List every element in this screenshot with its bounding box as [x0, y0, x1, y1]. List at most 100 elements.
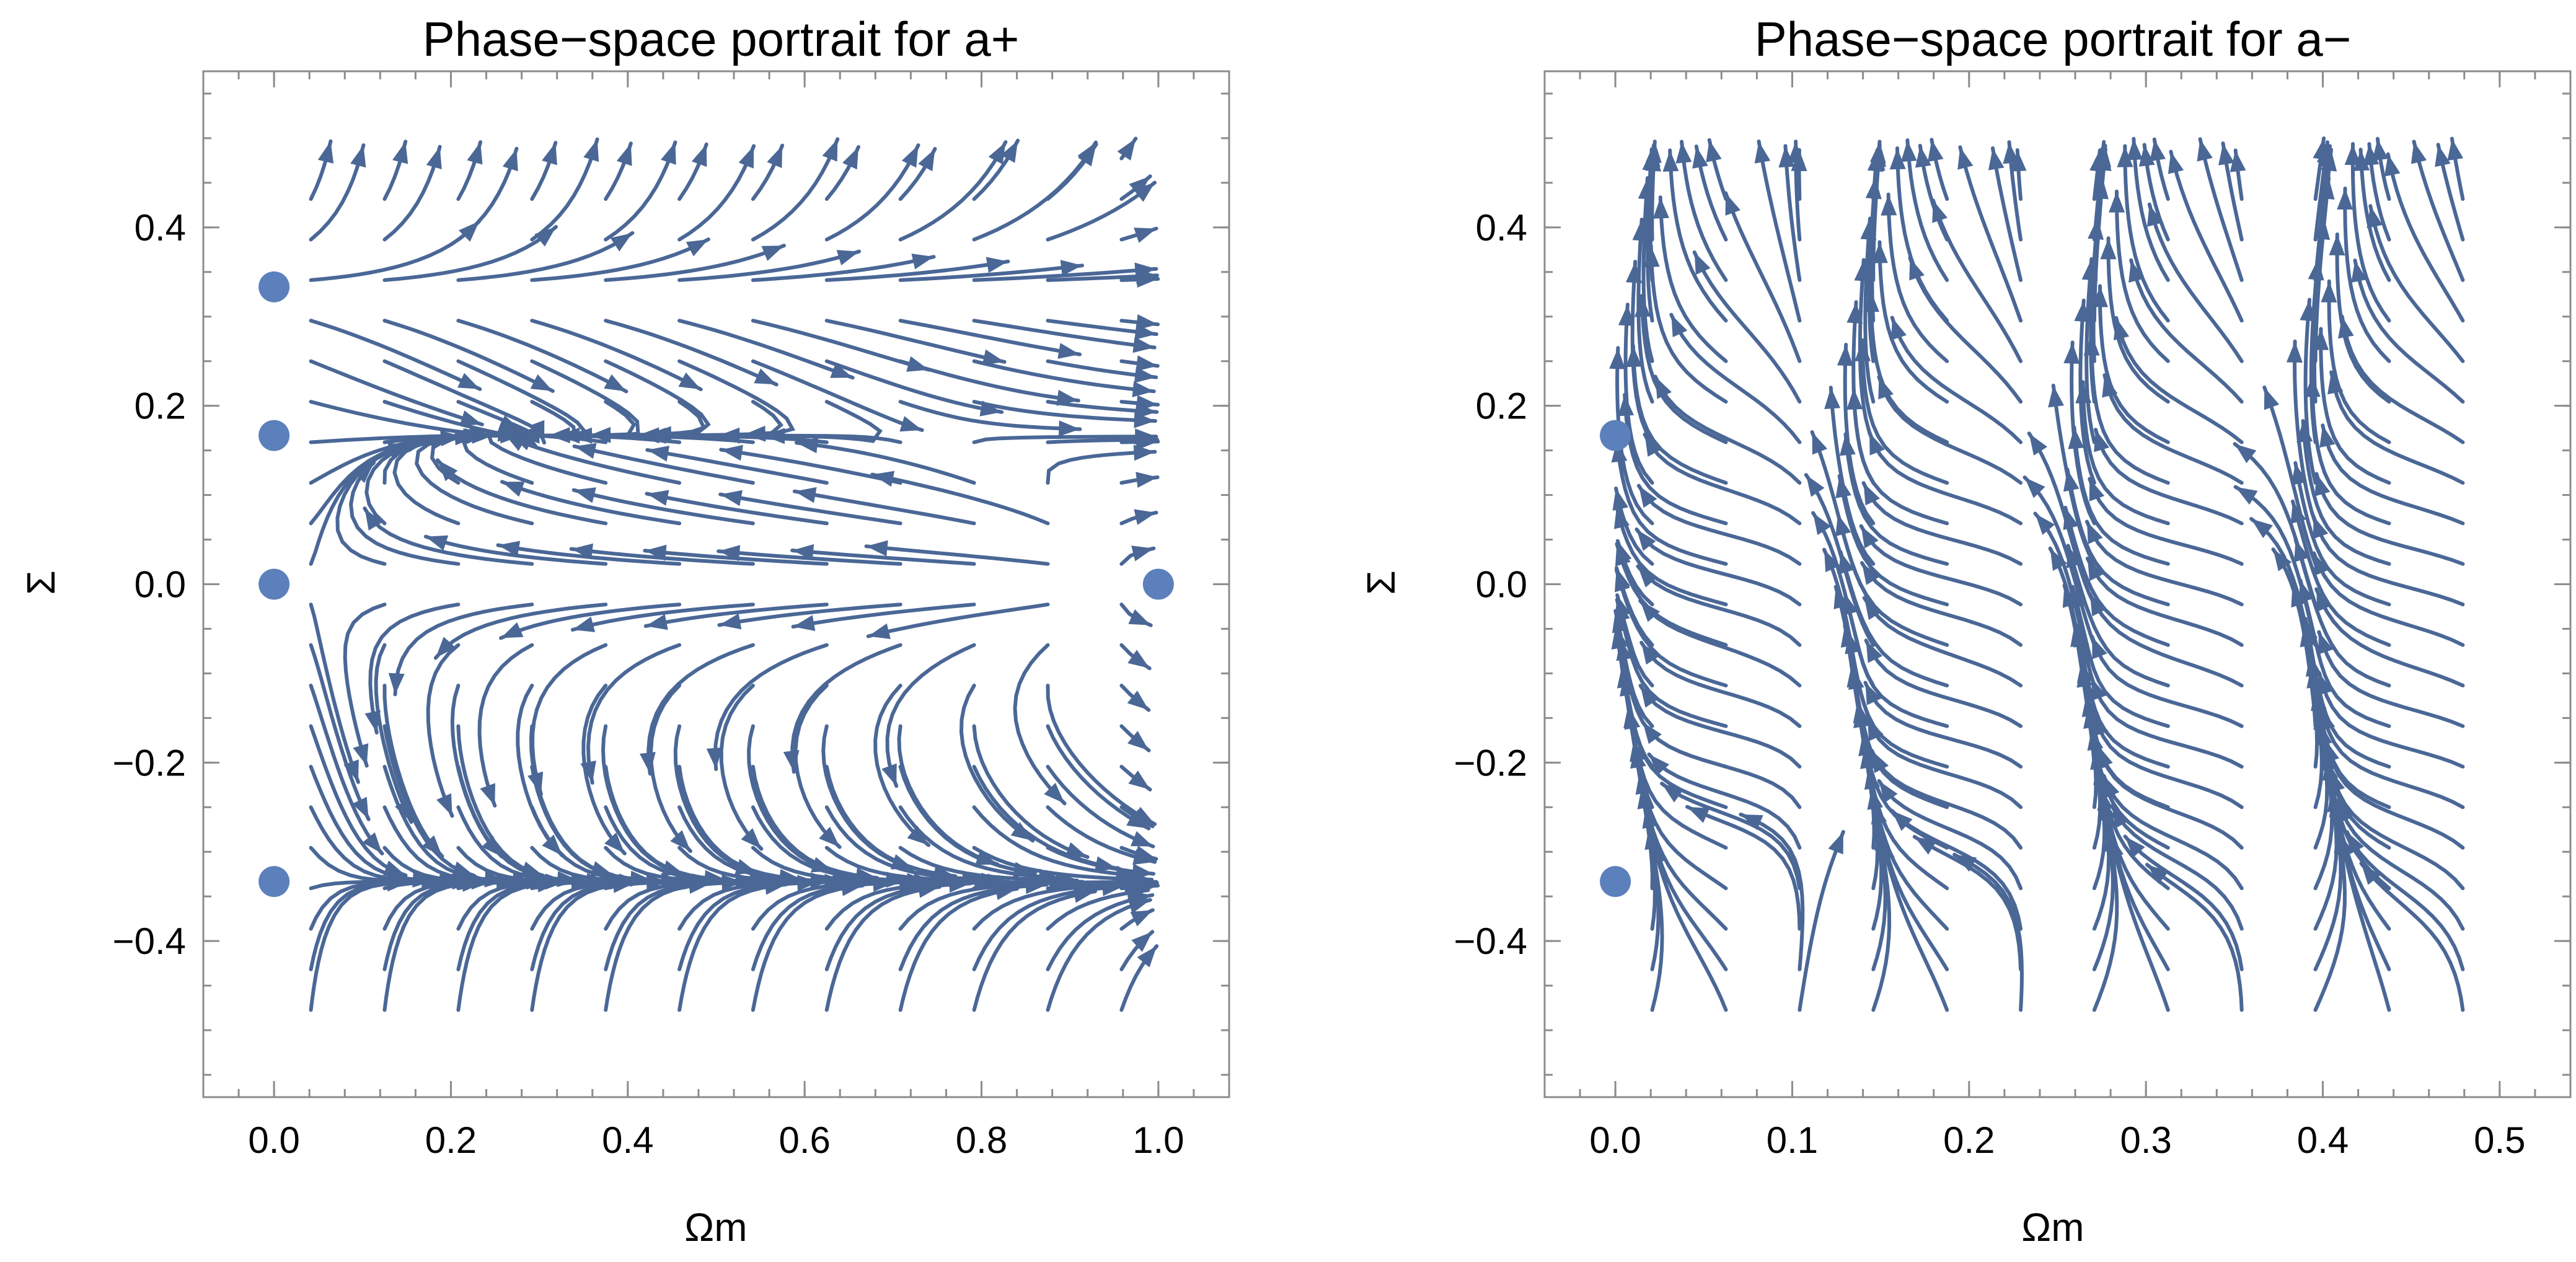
stream-arrowhead: [2092, 286, 2108, 307]
stream-arrowhead: [767, 145, 783, 169]
streamline: [2359, 861, 2465, 1012]
stream-arrowhead: [2063, 469, 2080, 492]
stream-arrowhead: [718, 545, 741, 562]
stream-arrowhead: [2089, 479, 2105, 501]
streamline: [2198, 137, 2244, 282]
streamline: [1658, 195, 1728, 363]
streamline: [2129, 258, 2244, 404]
streamline: [824, 885, 942, 1012]
stream-arrowhead: [1058, 420, 1080, 437]
stream-arrowhead: [1129, 176, 1150, 196]
streamline: [1860, 561, 2023, 647]
stream-arrowhead: [644, 428, 666, 444]
stream-arrowhead: [1864, 598, 1882, 620]
streamline: [792, 489, 976, 526]
streamline: [2096, 743, 2244, 850]
stream-arrowhead: [2089, 150, 2106, 172]
streamline: [677, 880, 821, 971]
stream-arrowhead: [2318, 632, 2334, 655]
stream-arrowhead: [2234, 444, 2257, 464]
streamline: [2327, 279, 2391, 444]
streamline: [368, 602, 461, 735]
stream-arrowhead: [1861, 526, 1879, 549]
stream-arrowhead: [1127, 731, 1149, 751]
x-tick-label: 0.6: [779, 1119, 830, 1161]
stream-arrowhead: [741, 828, 762, 849]
streamline: [604, 319, 779, 387]
stream-arrowhead: [2235, 487, 2258, 505]
streamline: [1660, 782, 1802, 891]
stream-arrowhead: [686, 239, 708, 257]
stream-arrowhead: [583, 139, 599, 162]
streamline: [2123, 144, 2170, 323]
stream-arrowhead: [2068, 427, 2084, 449]
stream-arrowhead: [1846, 388, 1863, 410]
streamline: [382, 684, 444, 858]
stream-arrowhead: [2100, 238, 2117, 260]
streamline: [897, 724, 1000, 867]
stream-arrowhead: [1640, 686, 1659, 708]
streamline: [1908, 256, 2023, 404]
stream-arrowhead: [580, 761, 596, 783]
stream-arrowhead: [982, 349, 1005, 366]
streamline: [604, 244, 786, 282]
stream-arrowhead: [1641, 642, 1660, 665]
streamline: [2065, 467, 2170, 607]
stream-arrowhead: [1655, 376, 1672, 399]
stream-arrowhead: [2314, 553, 2329, 576]
streamline: [1631, 343, 1728, 485]
stream-arrowhead: [1828, 832, 1843, 855]
stream-arrowhead: [796, 437, 819, 454]
chart-panel-a-plus: Phase−space portrait for a+ 0.0 0.2 0.4 0.6…: [19, 12, 1230, 1250]
y-axis-label: Σ: [1359, 570, 1403, 595]
streamline: [2085, 556, 2244, 647]
streamline: [1837, 474, 1949, 607]
stream-arrowhead: [855, 867, 878, 884]
stream-arrowhead: [1865, 682, 1882, 705]
stream-arrowhead: [842, 147, 858, 170]
stream-arrowhead: [1638, 566, 1658, 588]
streamline: [2145, 863, 2244, 1012]
stream-arrowhead: [425, 535, 449, 551]
streamline: [1931, 198, 2023, 363]
stream-arrowhead: [793, 615, 816, 631]
stream-arrowhead: [1881, 194, 1897, 216]
stream-arrowhead: [2319, 425, 2336, 448]
stream-arrowhead: [907, 825, 929, 845]
streamline: [1046, 893, 1155, 971]
streamline: [873, 684, 931, 847]
streamline: [824, 143, 920, 242]
stream-arrowhead: [640, 752, 656, 774]
streamline: [2303, 298, 2318, 485]
stream-arrowhead: [986, 257, 1008, 273]
streamline: [2085, 519, 2244, 607]
streamline: [2340, 314, 2465, 444]
stream-arrowhead: [761, 245, 784, 261]
stream-arrowhead: [2070, 586, 2086, 609]
stream-arrowhead: [1838, 552, 1855, 575]
streamline: [374, 643, 413, 824]
streamline: [516, 684, 565, 858]
streamline: [2313, 829, 2347, 1012]
streamline: [456, 724, 545, 878]
streamline: [866, 602, 1050, 638]
stream-arrowhead: [1824, 387, 1841, 409]
streamline: [1846, 630, 1949, 769]
stream-arrowhead: [1136, 472, 1158, 488]
stream-arrowhead: [1078, 144, 1096, 167]
streamline: [824, 319, 1007, 364]
stream-arrowhead: [350, 145, 366, 168]
streamline: [1860, 338, 1949, 485]
stream-arrowhead: [2329, 234, 2345, 256]
streamline: [1646, 147, 1654, 323]
fixed-point: [258, 420, 290, 451]
stream-arrowhead: [353, 743, 369, 766]
stream-arrowhead: [571, 543, 593, 560]
stream-arrowhead: [1614, 506, 1630, 529]
streamline: [601, 724, 686, 876]
streamline: [870, 472, 1050, 526]
streamline: [717, 433, 902, 444]
stream-arrowhead: [2093, 713, 2109, 737]
streamline: [581, 684, 627, 855]
stream-arrowhead: [2102, 375, 2118, 398]
